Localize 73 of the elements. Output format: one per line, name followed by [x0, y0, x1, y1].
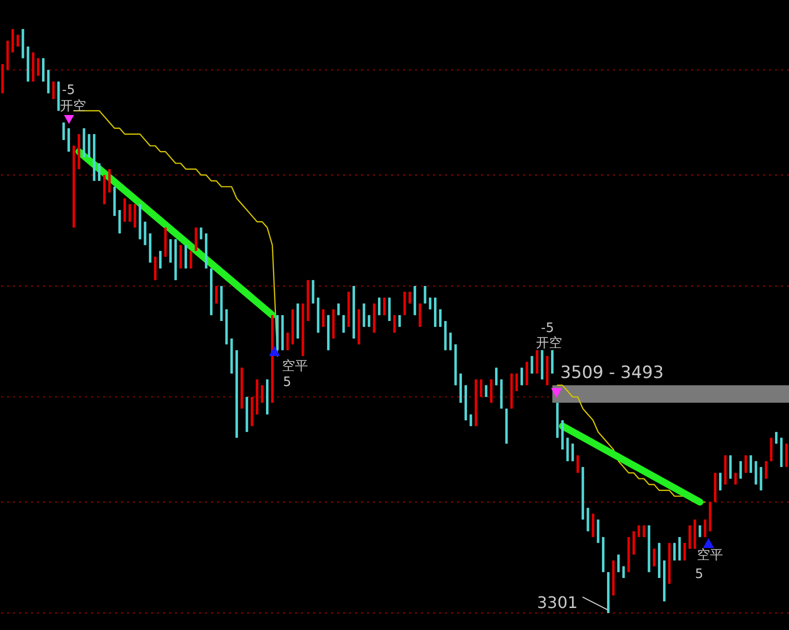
candlestick: [750, 454, 752, 474]
candlestick: [322, 308, 324, 328]
candlestick: [215, 285, 218, 304]
candlestick: [418, 302, 422, 328]
candlestick: [179, 244, 182, 269]
candlestick: [683, 542, 686, 561]
annotation: -5: [62, 83, 75, 98]
candlestick: [36, 58, 40, 76]
candlestick: [88, 134, 90, 158]
candlestick: [673, 542, 676, 561]
candlestick: [128, 204, 132, 222]
annotation: 3301: [537, 593, 578, 612]
candlestick: [368, 314, 370, 328]
candlestick: [98, 162, 101, 182]
candlestick: [378, 297, 380, 316]
candlestick: [495, 367, 498, 386]
annotation: -5: [541, 321, 554, 336]
candlestick: [632, 530, 635, 556]
annotation: 空平: [697, 548, 723, 563]
candlestick: [551, 350, 554, 374]
candlestick: [159, 250, 162, 269]
candlestick: [536, 350, 538, 374]
candlestick: [428, 297, 432, 310]
candlestick: [383, 297, 386, 316]
candlestick: [260, 384, 264, 404]
candlestick: [144, 221, 146, 246]
candlestick: [286, 332, 289, 351]
candlestick: [480, 378, 482, 398]
candlestick: [744, 454, 747, 474]
candlestick: [449, 332, 452, 351]
candlestick: [617, 554, 620, 573]
candlestick: [190, 250, 192, 269]
band-label: 3509 - 3493: [560, 363, 664, 384]
candlestick: [484, 384, 488, 398]
candlestick: [184, 244, 188, 269]
annotation: 5: [283, 375, 292, 390]
candlestick: [571, 443, 574, 462]
candlestick: [530, 356, 534, 374]
candlestick: [194, 227, 198, 252]
candlestick: [134, 204, 136, 228]
candlestick: [342, 314, 345, 334]
candlestick: [362, 302, 366, 328]
candlestick: [169, 238, 172, 264]
candlestick: [754, 460, 758, 486]
candlestick: [424, 285, 426, 304]
candlestick: [312, 280, 314, 304]
candlestick: [596, 519, 600, 544]
candlestick: [388, 297, 391, 322]
candlestick: [118, 210, 121, 234]
annotation: 空平: [282, 359, 308, 374]
candlestick: [785, 443, 788, 468]
candlestick: [704, 519, 706, 538]
candlestick: [719, 472, 722, 491]
candlestick: [520, 367, 524, 386]
candlestick: [764, 460, 768, 480]
candlestick: [678, 536, 681, 561]
annotation: 开空: [536, 336, 562, 351]
candlestick: [515, 373, 518, 392]
annotation: 5: [695, 567, 704, 582]
candlestick: [52, 81, 55, 100]
candlestick: [108, 168, 111, 194]
candlestick: [490, 378, 492, 404]
candlestick: [393, 314, 396, 334]
candlestick: [576, 454, 579, 474]
candlestick: [688, 524, 691, 550]
candlestick: [652, 548, 656, 567]
candlestick: [739, 460, 742, 480]
candlestick: [398, 314, 401, 328]
candlestick: [42, 58, 45, 82]
candlestick: [11, 28, 14, 53]
candlestick: [592, 513, 594, 538]
candlestick: [439, 308, 442, 328]
candlestick: [62, 122, 65, 140]
